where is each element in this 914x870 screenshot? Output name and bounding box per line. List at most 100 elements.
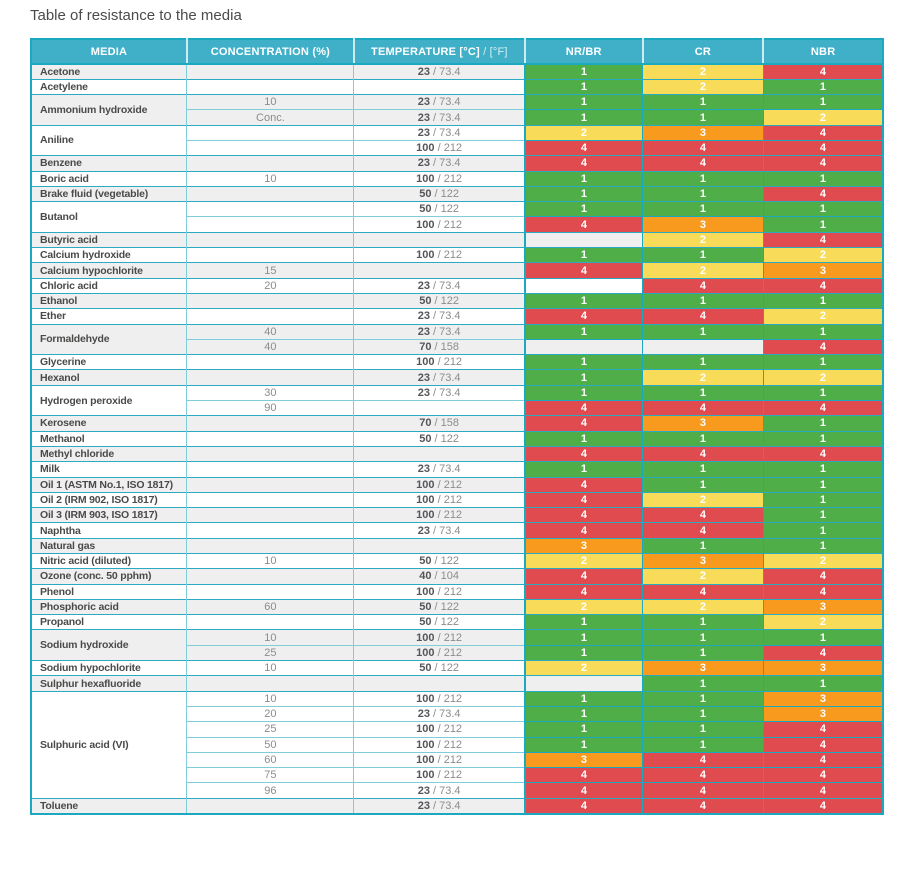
temperature-celsius: 23 — [417, 111, 430, 124]
table-row: Chloric acid 20 23 / 73.4 4 4 — [31, 277, 883, 294]
rating-cell-cr: 2 — [642, 598, 764, 615]
rating-cell-nrbr: 1 — [523, 292, 643, 309]
rating-cell-nrbr: 2 — [523, 598, 643, 615]
temperature-celsius: 100 — [416, 249, 435, 262]
table-row: Benzene 23 / 73.4 4 4 4 — [31, 155, 883, 172]
media-cell: Butyric acid — [31, 231, 187, 248]
table-row: Butanol 50 / 122 1 1 1 — [31, 201, 883, 233]
rating-cell-nbr: 4 — [762, 231, 883, 248]
rating-cell-nbr: 4 — [762, 797, 883, 814]
concentration-cell — [186, 415, 354, 432]
temperature-celsius: 50 — [419, 616, 432, 629]
media-cell: Natural gas — [31, 537, 187, 554]
rating-cell-nrbr: 1 — [523, 185, 643, 202]
temperature-celsius: 100 — [416, 646, 435, 659]
temperature-fahrenheit: / 212 — [434, 646, 463, 659]
temperature-celsius: 100 — [416, 218, 435, 231]
media-cell: Oil 3 (IRM 903, ISO 1817) — [31, 507, 187, 523]
rating-cell-nrbr: 4 — [523, 415, 643, 432]
rating-cell-cr: 1 — [642, 614, 764, 630]
rating-cell-nrbr: 4 — [523, 216, 643, 233]
media-cell: Ethanol — [31, 292, 187, 309]
rating-cell-cr: 1 — [642, 537, 764, 554]
temperature-celsius: 50 — [419, 555, 432, 568]
media-cell: Ozone (conc. 50 pphm) — [31, 568, 187, 585]
temperature-cell: 100 / 212 — [353, 247, 525, 263]
rating-cell-cr: 2 — [642, 231, 764, 248]
temperature-fahrenheit: / 73.4 — [429, 111, 461, 124]
table-row: Propanol 50 / 122 1 1 2 — [31, 614, 883, 630]
temperature-fahrenheit: / 122 — [431, 601, 460, 614]
temperature-celsius: 100 — [416, 631, 435, 644]
temperature-fahrenheit: / 73.4 — [429, 310, 461, 323]
table-row: 100 / 212 4 3 1 — [31, 216, 883, 233]
temperature-celsius: 23 — [417, 463, 430, 476]
temperature-cell: 23 / 73.4 — [353, 63, 525, 80]
temperature-cell — [353, 537, 525, 554]
rating-cell-cr: 3 — [642, 216, 764, 233]
resistance-table: MEDIA CONCENTRATION (%) TEMPERATURE [°C]… — [30, 38, 884, 815]
rating-cell-nbr: 4 — [762, 155, 883, 172]
temperature-celsius: 100 — [416, 723, 435, 736]
media-cell: Nitric acid (diluted) — [31, 552, 187, 569]
temperature-cell: 23 / 73.4 — [353, 155, 525, 172]
temperature-cell — [353, 400, 525, 416]
table-row: Oil 3 (IRM 903, ISO 1817) 100 / 212 4 4 1 — [31, 507, 883, 523]
concentration-cell — [186, 201, 354, 217]
temperature-celsius: 23 — [417, 386, 430, 399]
temperature-cell: 23 / 73.4 — [353, 323, 525, 340]
concentration-cell — [186, 568, 354, 585]
media-cell: Glycerine — [31, 354, 187, 370]
temperature-cell: 100 / 212 — [353, 721, 525, 738]
media-cell: Sodium hypochlorite — [31, 660, 187, 676]
rating-cell-cr: 4 — [642, 277, 764, 294]
temperature-cell: 100 / 212 — [353, 139, 525, 156]
temperature-fahrenheit: / 73.4 — [429, 524, 461, 537]
rating-cell-cr: 4 — [642, 751, 764, 768]
temperature-fahrenheit: / 212 — [434, 478, 463, 491]
temperature-fahrenheit: / 122 — [431, 203, 460, 216]
concentration-cell — [186, 537, 354, 554]
rating-cell-nbr: 1 — [762, 430, 883, 447]
rating-cell-nbr: 1 — [762, 354, 883, 370]
rating-cell-cr: 1 — [642, 476, 764, 493]
media-cell: Calcium hypochlorite — [31, 262, 187, 279]
rating-cell-nbr: 1 — [762, 491, 883, 508]
temperature-fahrenheit: / 212 — [434, 172, 463, 185]
concentration-cell — [186, 247, 354, 263]
temperature-cell: 23 / 73.4 — [353, 797, 525, 814]
table-row: 100 / 212 4 4 4 — [31, 139, 883, 156]
rating-cell-nrbr: 4 — [523, 797, 643, 814]
rating-cell-nrbr: 1 — [523, 461, 643, 478]
temperature-cell — [353, 675, 525, 692]
concentration-cell: 40 — [186, 323, 354, 340]
temperature-fahrenheit: / 73.4 — [429, 279, 461, 292]
rating-cell-cr: 4 — [642, 308, 764, 325]
media-cell: Hexanol — [31, 369, 187, 386]
table-row: Phenol 100 / 212 4 4 4 — [31, 583, 883, 600]
table-row: Aniline 23 / 73.4 2 3 4 — [31, 124, 883, 156]
table-row: Phosphoric acid 60 50 / 122 2 2 3 — [31, 598, 883, 615]
rating-cell-nbr: 3 — [762, 660, 883, 676]
media-cell: Boric acid — [31, 170, 187, 187]
concentration-cell: 50 — [186, 736, 354, 753]
rating-cell-cr: 1 — [642, 247, 764, 263]
concentration-cell — [186, 185, 354, 202]
rating-cell-nbr: 4 — [762, 63, 883, 80]
temperature-celsius: 40 — [419, 570, 432, 583]
rating-cell-cr: 4 — [642, 445, 764, 462]
temperature-fahrenheit: / 122 — [431, 555, 460, 568]
rating-cell-cr: 4 — [642, 155, 764, 172]
rating-cell-nbr: 1 — [762, 461, 883, 478]
rating-cell-nrbr: 1 — [523, 247, 643, 263]
table-row: Ammonium hydroxide 10 23 / 73.4 1 1 1 — [31, 94, 883, 126]
concentration-cell — [186, 354, 354, 370]
temperature-cell: 100 / 212 — [353, 491, 525, 508]
rating-cell-nrbr: 4 — [523, 476, 643, 493]
temperature-fahrenheit: / 73.4 — [429, 371, 461, 384]
rating-cell-nrbr: 1 — [523, 63, 643, 80]
concentration-cell: 10 — [186, 660, 354, 676]
temperature-cell — [353, 262, 525, 279]
rating-cell-nbr: 4 — [762, 568, 883, 585]
temperature-celsius: 23 — [417, 96, 430, 109]
